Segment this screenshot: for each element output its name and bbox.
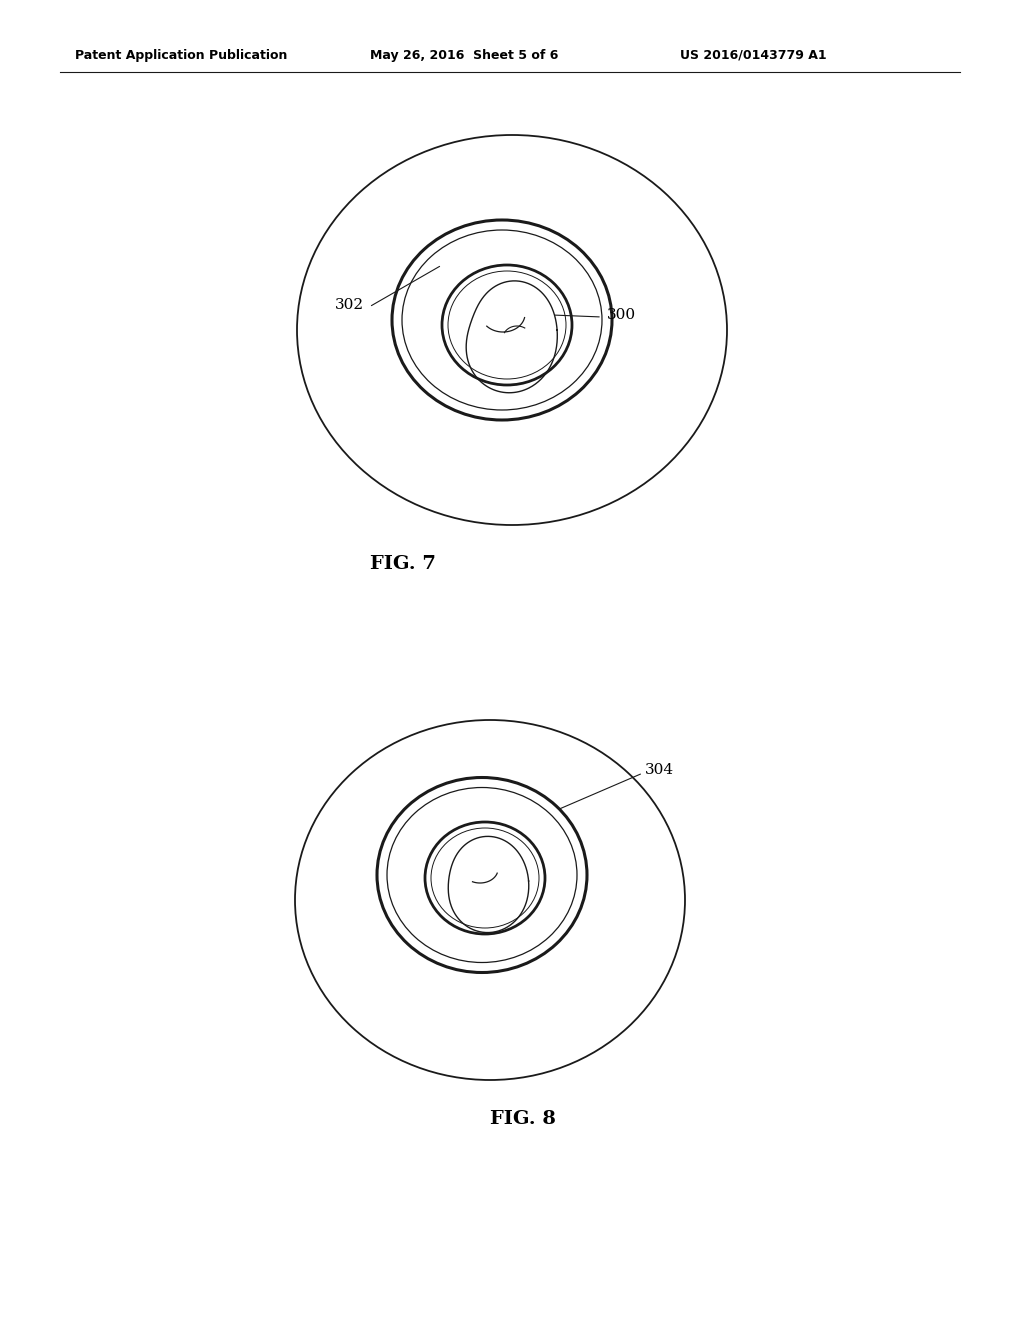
Text: 302: 302: [335, 298, 364, 312]
Text: 300: 300: [607, 308, 636, 322]
Text: US 2016/0143779 A1: US 2016/0143779 A1: [680, 49, 826, 62]
Text: FIG. 8: FIG. 8: [490, 1110, 556, 1129]
Text: FIG. 7: FIG. 7: [370, 554, 436, 573]
Text: Patent Application Publication: Patent Application Publication: [75, 49, 288, 62]
Text: 304: 304: [645, 763, 674, 777]
Text: May 26, 2016  Sheet 5 of 6: May 26, 2016 Sheet 5 of 6: [370, 49, 558, 62]
